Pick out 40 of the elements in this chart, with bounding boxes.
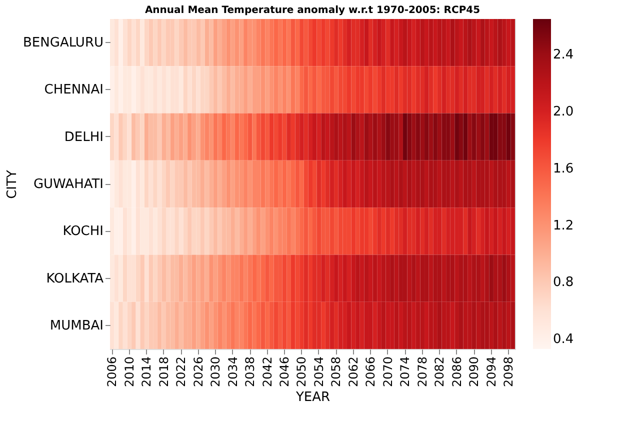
y-tick-label: KOLKATA: [46, 271, 104, 286]
x-axis-title: YEAR: [294, 390, 330, 406]
y-tick-label: CHENNAI: [44, 82, 104, 98]
x-tick-label: 2030: [208, 356, 223, 388]
color-bar-label: 0.8: [553, 275, 574, 290]
chart-title: Annual Mean Temperature anomaly w.r.t 1970-2005: RCP45: [144, 5, 480, 16]
color-bar-label: 0.4: [553, 332, 574, 348]
y-tick-label: GUWAHATI: [33, 177, 104, 192]
x-tick-label: 2042: [260, 356, 274, 388]
x-tick-label: 2058: [329, 356, 344, 388]
x-tick-label: 2082: [432, 356, 447, 388]
x-tick-label: 2010: [122, 356, 136, 388]
x-tick-label: 2066: [364, 356, 378, 388]
x-tick-label: 2014: [140, 356, 154, 388]
x-tick-label: 2070: [380, 356, 395, 388]
y-axis-title: CITY: [5, 170, 20, 199]
x-tick-label: 2062: [346, 356, 360, 388]
x-tick-label: 2006: [105, 356, 120, 388]
y-tick-label: DELHI: [64, 130, 104, 145]
x-tick-label: 2086: [450, 356, 464, 388]
x-tick-label: 2090: [467, 356, 482, 388]
color-bar-label: 1.6: [553, 161, 574, 176]
x-tick-label: 2022: [174, 356, 188, 388]
x-tick-label: 2098: [502, 356, 516, 388]
y-tick-label: KOCHI: [62, 224, 104, 240]
x-tick-label: 2018: [156, 356, 171, 388]
x-tick-label: 2034: [226, 356, 240, 388]
x-tick-label: 2046: [277, 356, 292, 388]
x-tick-label: 2074: [398, 356, 412, 388]
color-bar-label: 1.2: [553, 218, 574, 234]
y-tick-label: MUMBAI: [50, 318, 104, 334]
color-bar-label: 2.4: [553, 48, 574, 63]
x-tick-label: 2026: [191, 356, 206, 388]
x-tick-label: 2054: [312, 356, 326, 388]
y-tick-label: BENGALURU: [23, 36, 104, 51]
color-bar-label: 2.0: [553, 104, 574, 120]
x-tick-label: 2094: [484, 356, 498, 388]
x-tick-label: 2038: [243, 356, 258, 388]
x-tick-label: 2078: [415, 356, 430, 388]
x-tick-label: 2050: [294, 356, 309, 388]
